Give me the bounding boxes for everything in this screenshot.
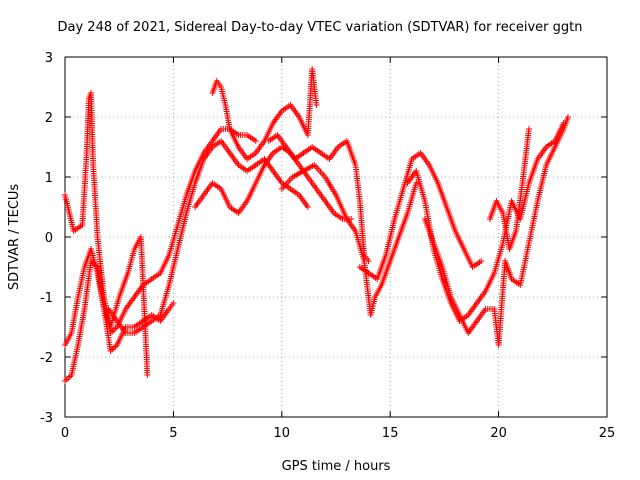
x-tick-label: 10 xyxy=(274,426,291,441)
x-tick-label: 0 xyxy=(61,426,69,441)
x-tick-label: 20 xyxy=(490,426,507,441)
data-point-marker xyxy=(170,300,177,306)
y-tick-label: 2 xyxy=(45,111,53,126)
data-point-marker xyxy=(525,126,532,132)
data-point-marker xyxy=(478,258,485,264)
satellite-track-7 xyxy=(265,132,372,264)
data-point-marker xyxy=(144,372,151,378)
data-point-marker xyxy=(313,102,320,108)
data-point-marker xyxy=(252,138,259,144)
satellite-track-12 xyxy=(486,126,532,252)
axis-ticks: 0 5 10 15 20 25 -3 -2 -1 0 1 2 3 xyxy=(40,51,615,441)
chart-title: Day 248 of 2021, Sidereal Day-to-day VTE… xyxy=(57,20,583,35)
satellite-track-11 xyxy=(421,114,571,348)
x-tick-label: 25 xyxy=(599,426,616,441)
x-axis-label: GPS time / hours xyxy=(282,459,391,474)
y-tick-label: 3 xyxy=(45,51,53,66)
x-tick-label: 15 xyxy=(382,426,399,441)
satellite-track-5 xyxy=(209,66,320,162)
y-tick-label: -2 xyxy=(40,351,53,366)
data-point-marker xyxy=(564,114,571,120)
data-point-marker xyxy=(413,180,420,186)
y-tick-label: 1 xyxy=(45,171,53,186)
y-axis-label: SDTVAR / TECUs xyxy=(7,184,22,291)
y-tick-label: 0 xyxy=(45,231,53,246)
satellite-track-8 xyxy=(278,162,420,318)
satellite-track-6 xyxy=(192,144,355,222)
satellite-track-10 xyxy=(404,120,567,324)
x-tick-label: 5 xyxy=(169,426,177,441)
data-point-marker xyxy=(304,204,311,210)
y-tick-label: -1 xyxy=(40,291,53,306)
satellite-track-3 xyxy=(62,234,151,378)
satellite-track-4 xyxy=(105,138,311,336)
y-tick-label: -3 xyxy=(40,411,53,426)
data-series xyxy=(62,66,571,384)
satellite-track-9 xyxy=(356,150,485,282)
